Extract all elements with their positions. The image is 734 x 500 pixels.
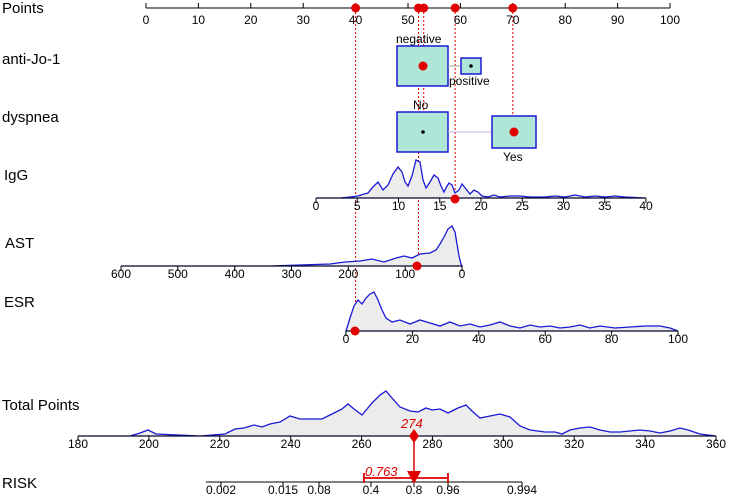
points-selected-point bbox=[508, 3, 518, 13]
total-points-tick-label: 240 bbox=[281, 437, 301, 451]
igg-tick-label: 25 bbox=[516, 199, 530, 213]
dyspnea-selected-point bbox=[509, 127, 519, 137]
points-tick-label: 0 bbox=[143, 13, 150, 27]
points-tick-label: 20 bbox=[244, 13, 258, 27]
total-points-axis: 180 200 220 240 260 280 300 320 340 360 bbox=[68, 390, 726, 451]
points-tick-label: 30 bbox=[297, 13, 311, 27]
esr-tick-label: 40 bbox=[472, 332, 486, 346]
igg-axis: 0 5 10 15 20 25 30 35 40 bbox=[313, 159, 653, 213]
esr-tick-label: 20 bbox=[406, 332, 420, 346]
total-points-tick-label: 360 bbox=[706, 437, 726, 451]
ast-selected-point bbox=[412, 261, 422, 271]
total-points-value: 274 bbox=[400, 416, 423, 431]
dyspnea-label: dyspnea bbox=[2, 109, 59, 126]
igg-tick-label: 5 bbox=[354, 199, 361, 213]
total-points-tick-label: 180 bbox=[68, 437, 88, 451]
total-points-tick-label: 200 bbox=[139, 437, 159, 451]
total-points-label: Total Points bbox=[2, 397, 80, 414]
anti-jo-1-positive-label: positive bbox=[449, 74, 490, 88]
ast-tick-label: 100 bbox=[395, 267, 415, 281]
ast-tick-label: 0 bbox=[459, 267, 466, 281]
points-tick-label: 100 bbox=[660, 13, 680, 27]
igg-tick-label: 35 bbox=[598, 199, 612, 213]
points-label: Points bbox=[2, 0, 44, 17]
ast-tick-label: 500 bbox=[168, 267, 188, 281]
total-points-tick-label: 260 bbox=[352, 437, 372, 451]
ast-density bbox=[121, 225, 464, 267]
points-tick-label: 40 bbox=[349, 13, 363, 27]
dyspnea-no-label: No bbox=[413, 98, 429, 112]
igg-tick-label: 40 bbox=[639, 199, 653, 213]
igg-tick-label: 20 bbox=[474, 199, 488, 213]
ast-tick-label: 400 bbox=[225, 267, 245, 281]
risk-tick-label: 0.08 bbox=[307, 483, 331, 497]
anti-jo-1-negative-label: negative bbox=[396, 32, 442, 46]
igg-tick-label: 0 bbox=[313, 199, 320, 213]
esr-tick-label: 0 bbox=[343, 332, 350, 346]
risk-tick-label: 0.002 bbox=[206, 483, 236, 497]
esr-tick-label: 80 bbox=[605, 332, 619, 346]
risk-tick-label: 0.994 bbox=[507, 483, 537, 497]
dyspnea-no-dot bbox=[421, 130, 425, 134]
total-points-density bbox=[78, 390, 717, 437]
points-tick-label: 70 bbox=[506, 13, 520, 27]
risk-readout: 274 0.763 bbox=[363, 416, 449, 484]
dyspnea-categories: No Yes bbox=[396, 98, 537, 164]
igg-tick-label: 10 bbox=[392, 199, 406, 213]
ast-tick-label: 200 bbox=[338, 267, 358, 281]
risk-tick-label: 0.015 bbox=[268, 483, 298, 497]
total-points-diamond bbox=[409, 429, 419, 443]
points-tick-label: 80 bbox=[559, 13, 573, 27]
points-axis: 0 10 20 30 40 50 60 70 80 90 100 bbox=[143, 3, 680, 27]
points-tick-label: 60 bbox=[454, 13, 468, 27]
igg-selected-point bbox=[450, 194, 460, 204]
ast-label: AST bbox=[5, 235, 34, 252]
points-tick-label: 50 bbox=[401, 13, 415, 27]
esr-axis: 0 20 40 60 80 100 bbox=[343, 291, 688, 346]
risk-value: 0.763 bbox=[365, 464, 398, 479]
esr-tick-label: 60 bbox=[539, 332, 553, 346]
points-selected-point bbox=[419, 3, 429, 13]
esr-density bbox=[345, 291, 679, 332]
total-points-tick-label: 220 bbox=[210, 437, 230, 451]
points-selected-point bbox=[351, 3, 361, 13]
igg-label: IgG bbox=[4, 167, 28, 184]
risk-tick-label: 0.8 bbox=[406, 483, 423, 497]
ast-tick-label: 600 bbox=[111, 267, 131, 281]
igg-density bbox=[316, 159, 647, 199]
ast-tick-label: 300 bbox=[281, 267, 301, 281]
igg-tick-label: 15 bbox=[433, 199, 447, 213]
risk-axis: 0.002 0.015 0.08 0.4 0.8 0.96 0.994 bbox=[206, 481, 537, 497]
ast-axis: 600 500 400 300 200 100 0 bbox=[111, 225, 466, 281]
anti-jo-1-categories: negative positive bbox=[396, 32, 490, 88]
esr-label: ESR bbox=[4, 294, 35, 311]
total-points-tick-label: 300 bbox=[493, 437, 513, 451]
total-points-tick-label: 320 bbox=[564, 437, 584, 451]
risk-tick-label: 0.4 bbox=[363, 483, 380, 497]
anti-jo-1-selected-point bbox=[418, 61, 428, 71]
esr-tick-label: 100 bbox=[668, 332, 688, 346]
anti-jo-1-label: anti-Jo-1 bbox=[2, 51, 60, 68]
selected-markers bbox=[350, 3, 519, 336]
total-points-tick-label: 280 bbox=[422, 437, 442, 451]
points-selected-point bbox=[450, 3, 460, 13]
risk-tick-label: 0.96 bbox=[436, 483, 460, 497]
esr-selected-point bbox=[350, 326, 360, 336]
points-tick-label: 90 bbox=[611, 13, 625, 27]
dyspnea-yes-label: Yes bbox=[503, 150, 523, 164]
anti-jo-1-positive-dot bbox=[469, 64, 473, 68]
igg-tick-label: 30 bbox=[557, 199, 571, 213]
points-tick-label: 10 bbox=[192, 13, 206, 27]
total-points-tick-label: 340 bbox=[635, 437, 655, 451]
risk-label: RISK bbox=[2, 475, 37, 492]
